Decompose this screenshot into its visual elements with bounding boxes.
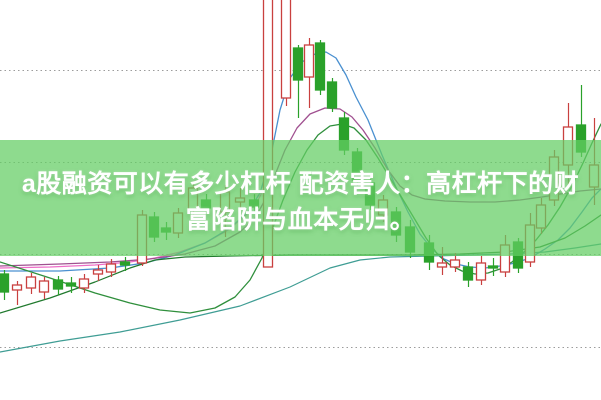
headline-banner: a股融资可以有多少杠杆 配资害人：高杠杆下的财 富陷阱与血本无归。: [0, 140, 601, 256]
candle-body-down: [462, 266, 474, 281]
candle-body-down: [292, 47, 304, 81]
headline-line-2: 富陷阱与血本无归。: [185, 206, 416, 234]
candle-body-up: [303, 44, 315, 78]
candle-body-up: [262, 0, 274, 268]
ma-teal-slow: [0, 243, 601, 353]
candle-body-down: [314, 42, 326, 91]
candle-body-up: [11, 284, 23, 291]
candle-body-up: [449, 259, 461, 268]
candle-body-up: [78, 278, 90, 289]
candle-body-up: [436, 262, 448, 268]
candle-body-up: [105, 263, 117, 273]
candle-body-up: [280, 0, 292, 99]
candle-body-down: [65, 282, 77, 287]
candle-body-down: [326, 81, 338, 109]
headline-line-1: a股融资可以有多少杠杆 配资害人：高杠杆下的财: [21, 170, 580, 198]
candle-body-down: [119, 261, 131, 266]
candle-body-up: [475, 262, 487, 281]
candle-body-down: [52, 279, 64, 290]
candle-body-up: [25, 276, 37, 289]
candle-body-up: [92, 269, 104, 275]
candle-body-up: [38, 280, 50, 293]
candle-body-down: [0, 273, 10, 293]
candle-body-down: [487, 265, 499, 269]
